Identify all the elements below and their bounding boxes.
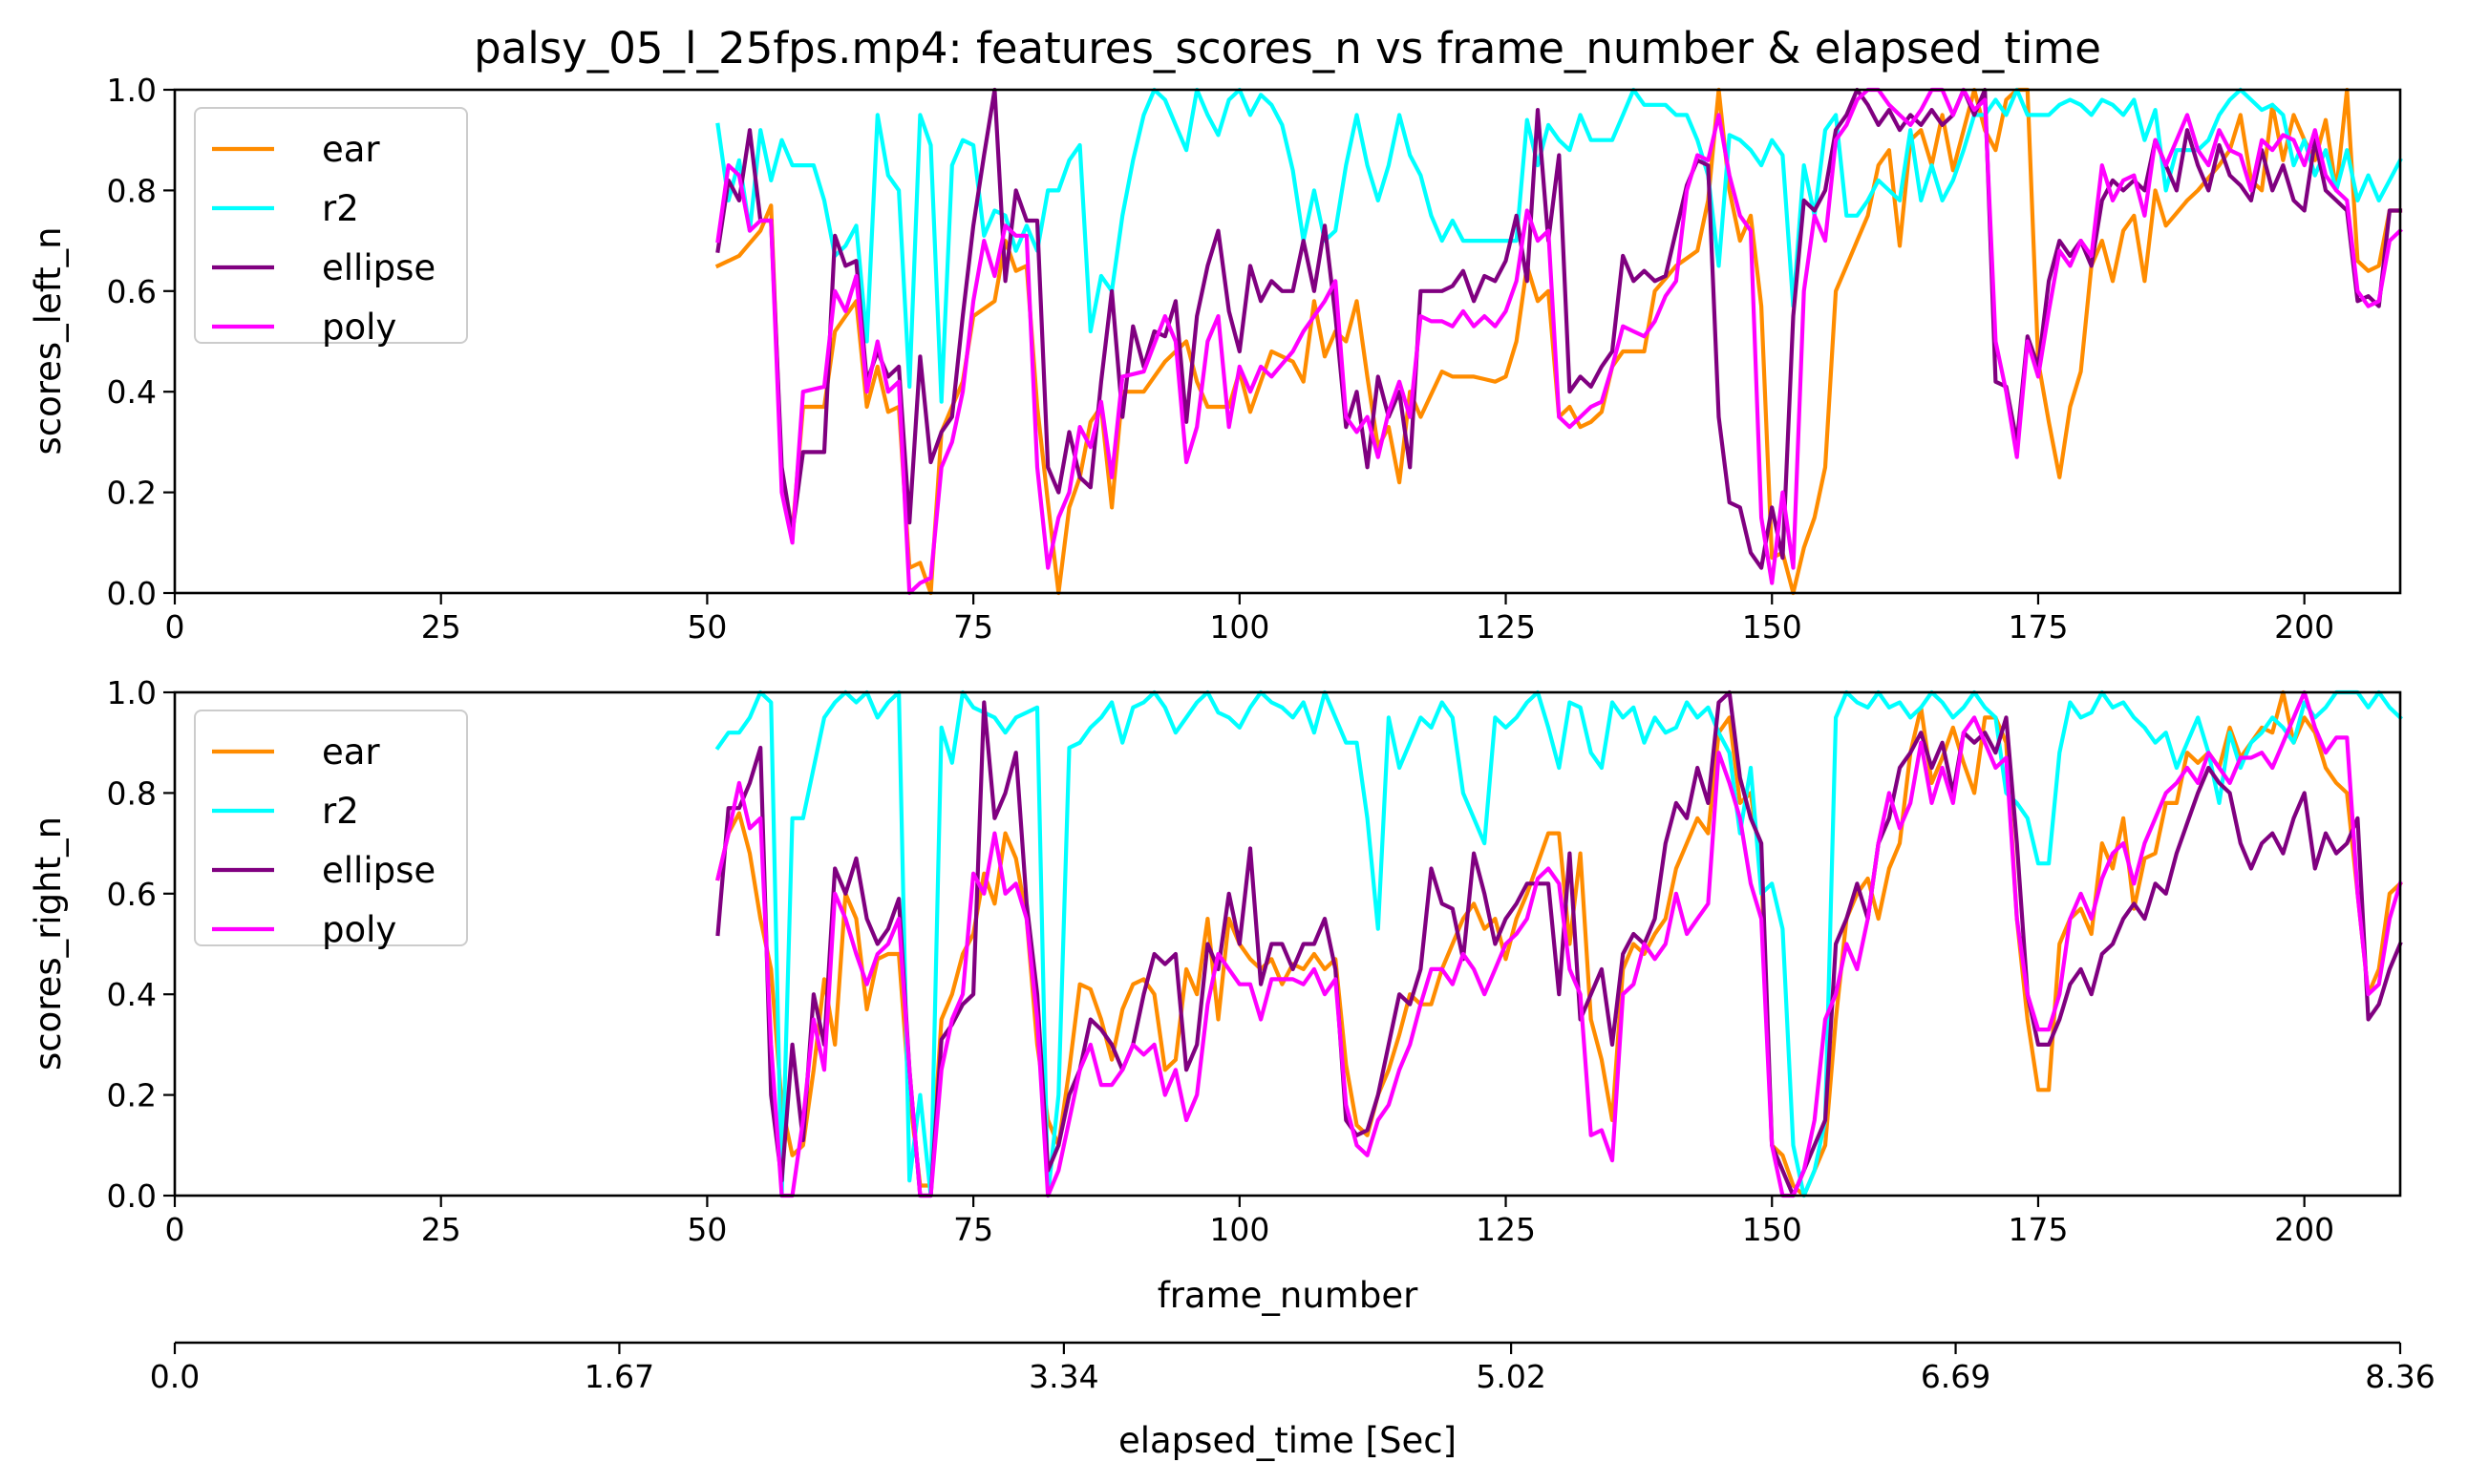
- bottom-x-tick-label: 200: [2274, 1211, 2334, 1248]
- top-legend: ear r2 ellipse poly: [194, 107, 468, 348]
- bottom-y-tick-label: 0.6: [107, 876, 157, 913]
- top-legend-label-r2: r2: [322, 188, 359, 229]
- top-series-line-r2: [715, 87, 2403, 404]
- bottom-series-line-ellipse: [715, 689, 2403, 1198]
- elapsed-time-tick-label: 6.69: [1921, 1358, 1990, 1395]
- bottom-y-tick-label: 0.4: [107, 976, 157, 1013]
- bottom-x-tick-label: 125: [1476, 1211, 1536, 1248]
- top-x-tick-label: 200: [2274, 608, 2334, 646]
- bottom-x-tick-label: 0: [165, 1211, 185, 1248]
- top-x-tick-label: 25: [421, 608, 461, 646]
- bottom-series-line-ear: [715, 689, 2403, 1198]
- top-x-tick-label: 0: [165, 608, 185, 646]
- top-x-tick-label: 175: [2008, 608, 2068, 646]
- top-y-ticks: 0.0 0.2 0.4 0.6 0.8 1.0: [107, 72, 175, 612]
- bottom-x-tick-label: 100: [1209, 1211, 1269, 1248]
- bottom-y-tick-label: 0.2: [107, 1077, 157, 1114]
- bottom-plot-frame: [173, 690, 2402, 1198]
- top-y-tick-label: 1.0: [107, 72, 157, 109]
- top-plot-frame: [173, 88, 2402, 595]
- bottom-legend-label-r2: r2: [322, 791, 359, 832]
- bottom-x-tick-label: 75: [953, 1211, 993, 1248]
- top-y-axis-label: scores_left_n: [28, 226, 69, 455]
- bottom-y-tick-label: 0.0: [107, 1177, 157, 1215]
- bottom-legend-label-ear: ear: [322, 731, 380, 773]
- top-legend-box: [194, 107, 468, 344]
- top-x-tick-label: 150: [1742, 608, 1802, 646]
- top-x-tick-label: 100: [1209, 608, 1269, 646]
- top-x-tick-label: 75: [953, 608, 993, 646]
- top-plot-panel: 0 25 50 75 100 125 150 175 200 0.0 0.2 0.4 0.6 0.8 1.…: [28, 72, 2403, 646]
- bottom-y-ticks: 0.0 0.2 0.4 0.6 0.8 1.0: [107, 674, 175, 1215]
- bottom-legend-label-poly: poly: [322, 909, 396, 950]
- bottom-plot-panel: 0 25 50 75 100 125 150 175 200 0.0 0.2 0.4 0.6 0.8 1.…: [28, 674, 2403, 1316]
- elapsed-time-axis-label: elapsed_time [Sec]: [1118, 1420, 1457, 1461]
- elapsed-time-tick-label: 5.02: [1476, 1358, 1545, 1395]
- top-legend-label-ellipse: ellipse: [322, 247, 436, 288]
- bottom-x-tick-label: 25: [421, 1211, 461, 1248]
- top-series-line-poly: [715, 87, 2403, 596]
- bottom-series-line-r2: [714, 689, 2403, 1198]
- elapsed-time-tick-label: 3.34: [1029, 1358, 1098, 1395]
- bottom-legend: ear r2 ellipse poly: [194, 710, 468, 950]
- top-x-tick-label: 50: [687, 608, 727, 646]
- top-series-lines: [714, 87, 2403, 596]
- elapsed-time-tick-label: 0.0: [150, 1358, 200, 1395]
- top-y-tick-label: 0.4: [107, 373, 157, 411]
- bottom-y-axis-label: scores_right_n: [28, 816, 69, 1071]
- bottom-series-line-poly: [715, 689, 2403, 1198]
- top-y-tick-label: 0.2: [107, 475, 157, 512]
- bottom-y-tick-label: 0.8: [107, 774, 157, 812]
- bottom-x-tick-label: 175: [2008, 1211, 2068, 1248]
- bottom-series-lines: [714, 689, 2403, 1198]
- top-legend-label-poly: poly: [322, 307, 396, 348]
- top-x-tick-label: 125: [1476, 608, 1536, 646]
- top-y-tick-label: 0.0: [107, 575, 157, 612]
- elapsed-time-ticks: 0.0 1.67 3.34 5.02 6.69 8.36: [150, 1343, 2436, 1395]
- elapsed-time-tick-label: 1.67: [585, 1358, 654, 1395]
- top-legend-label-ear: ear: [322, 129, 380, 170]
- bottom-y-tick-label: 1.0: [107, 674, 157, 711]
- top-y-tick-label: 0.6: [107, 273, 157, 310]
- bottom-x-axis-label: frame_number: [1158, 1275, 1418, 1316]
- elapsed-time-tick-label: 8.36: [2365, 1358, 2435, 1395]
- elapsed-time-axis: 0.0 1.67 3.34 5.02 6.69 8.36 elapsed_time [Se…: [150, 1341, 2436, 1461]
- bottom-x-tick-label: 150: [1742, 1211, 1802, 1248]
- chart-title: palsy_05_l_25fps.mp4: features_scores_n …: [474, 23, 2101, 74]
- bottom-x-ticks: 0 25 50 75 100 125 150 175 200: [165, 1196, 2334, 1248]
- top-y-tick-label: 0.8: [107, 172, 157, 209]
- bottom-x-tick-label: 50: [687, 1211, 727, 1248]
- bottom-legend-label-ellipse: ellipse: [322, 850, 436, 891]
- bottom-legend-box: [194, 710, 468, 946]
- top-x-ticks: 0 25 50 75 100 125 150 175 200: [165, 593, 2334, 646]
